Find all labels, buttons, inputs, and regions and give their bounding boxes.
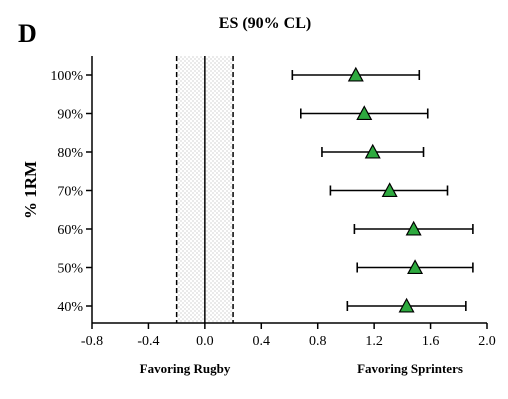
chart-title: ES (90% CL) [219,15,311,32]
x-tick-label: 2.0 [478,334,496,349]
y-tick-label: 90% [57,108,83,123]
y-axis-label: % 1RM [21,161,40,219]
x-tick-label: 1.2 [365,334,383,349]
effect-size-marker [405,220,422,236]
y-tick-label: 60% [57,223,83,238]
effect-size-marker [407,259,424,275]
region-label-left: Favoring Rugby [140,361,231,376]
y-tick-label: 70% [57,185,83,200]
x-tick-label: -0.8 [81,334,103,349]
y-tick-label: 100% [50,69,83,84]
x-tick-label: 0.0 [196,334,214,349]
panel-label: D [18,19,37,48]
x-tick-label: -0.4 [137,334,159,349]
effect-size-marker [364,143,381,159]
x-tick-label: 0.8 [309,334,327,349]
y-tick-label: 40% [57,300,83,315]
y-tick-label: 50% [57,262,83,277]
effect-size-marker [356,105,373,121]
effect-size-marker [381,182,398,198]
x-tick-label: 0.4 [253,334,271,349]
effect-size-marker [347,66,364,82]
plot-area: -0.8 -0.4 0.0 0.4 0.8 1.2 1.6 2.0 100% 90% 80% 70% 6… [50,56,496,349]
y-tick-label: 80% [57,146,83,161]
region-label-right: Favoring Sprinters [357,361,463,376]
x-tick-label: 1.6 [422,334,440,349]
effect-size-marker [398,297,415,313]
